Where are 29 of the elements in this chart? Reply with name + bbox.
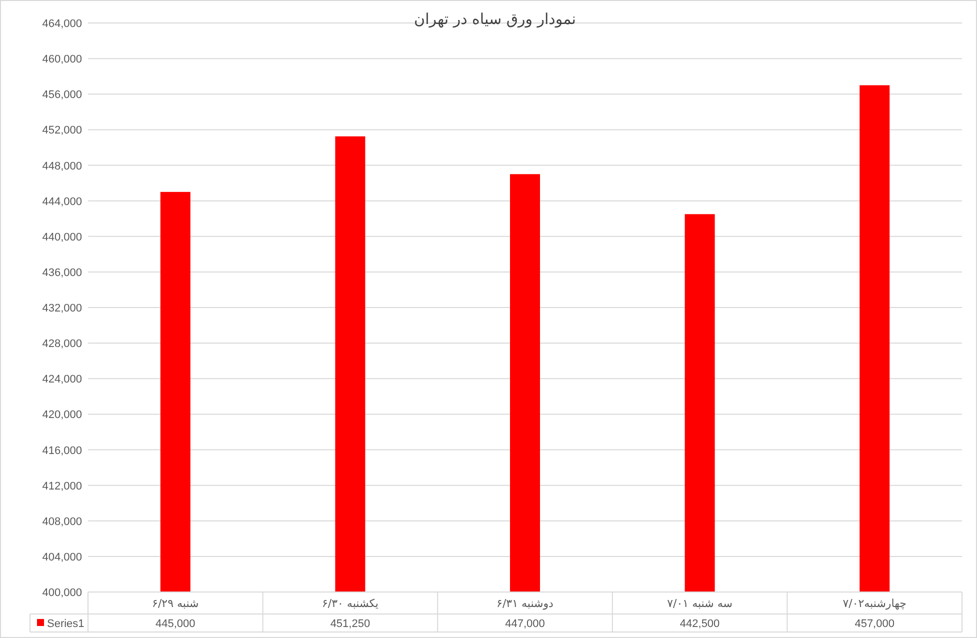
y-tick-label: 416,000 bbox=[42, 444, 82, 457]
y-tick-label: 444,000 bbox=[42, 196, 82, 208]
y-tick-label: 436,000 bbox=[42, 266, 82, 279]
data-label: 457,000 bbox=[854, 618, 894, 630]
y-tick-label: 432,000 bbox=[42, 302, 82, 314]
y-tick-label: 464,000 bbox=[42, 18, 82, 30]
y-tick-label: 428,000 bbox=[42, 338, 82, 350]
y-tick-label: 456,000 bbox=[42, 89, 82, 102]
x-tick-label: چهارشنبه۷/۰۲ bbox=[842, 597, 906, 610]
x-tick-label: دوشنبه ۶/۳۱ bbox=[496, 597, 554, 610]
y-tick-label: 424,000 bbox=[42, 374, 82, 386]
legend-label: Series1 bbox=[47, 618, 84, 630]
y-tick-label: 412,000 bbox=[42, 480, 82, 492]
x-tick-label: شنبه ۶/۲۹ bbox=[152, 597, 199, 610]
y-tick-label: 408,000 bbox=[42, 516, 82, 528]
y-tick-label: 400,000 bbox=[42, 587, 82, 599]
y-tick-label: 460,000 bbox=[42, 54, 82, 66]
data-label: 445,000 bbox=[156, 618, 196, 630]
data-label: 442,500 bbox=[680, 618, 720, 630]
y-tick-label: 420,000 bbox=[42, 409, 82, 422]
y-tick-label: 448,000 bbox=[42, 160, 82, 172]
y-tick-label: 452,000 bbox=[42, 124, 82, 137]
y-tick-label: 440,000 bbox=[42, 231, 82, 244]
chart-title: نمودار ورق سیاه در تهران bbox=[414, 10, 576, 28]
data-label: 447,000 bbox=[505, 618, 545, 630]
y-tick-label: 404,000 bbox=[42, 551, 82, 564]
x-tick-label: سه شنبه ۷/۰۱ bbox=[667, 597, 732, 610]
x-tick-label: یکشنبه ۶/۳۰ bbox=[322, 597, 378, 610]
data-label: 451,250 bbox=[330, 618, 370, 630]
